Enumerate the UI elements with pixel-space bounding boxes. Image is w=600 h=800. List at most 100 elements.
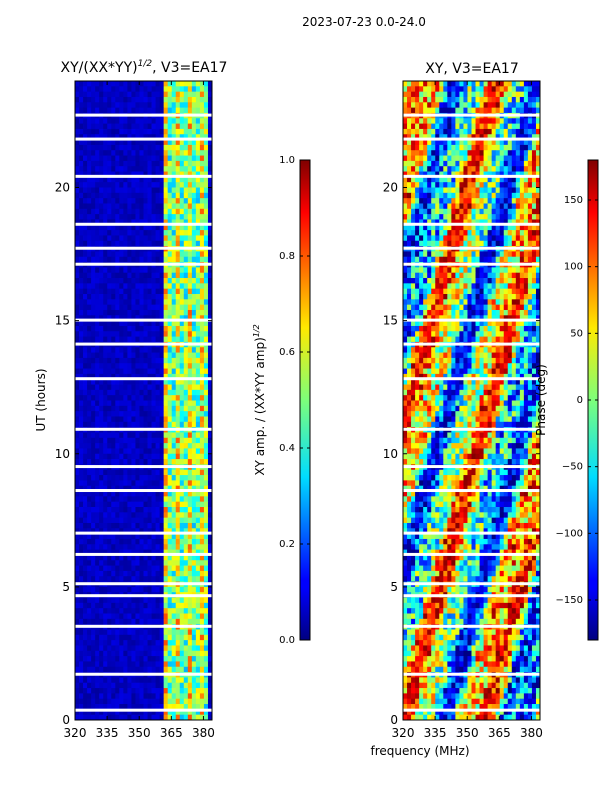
left-heat-cell xyxy=(79,278,84,284)
left-heat-cell xyxy=(95,230,100,236)
left-heat-cell xyxy=(99,91,104,98)
left-heat-cell xyxy=(91,629,96,636)
left-heat-cell xyxy=(127,501,132,508)
left-heat-cell xyxy=(159,714,165,720)
left-heat-cell xyxy=(95,357,100,364)
left-heat-cell xyxy=(159,379,165,385)
right-heat-cell xyxy=(483,144,489,151)
left-heat-cell xyxy=(75,118,80,125)
left-heat-cell xyxy=(147,634,152,641)
left-heat-cell xyxy=(119,331,124,337)
left-heat-cell xyxy=(79,192,84,199)
left-heat-cell xyxy=(75,682,80,689)
left-heat-cell xyxy=(99,155,104,162)
left-heat-cell xyxy=(75,171,80,178)
left-heat-cell xyxy=(135,182,140,188)
left-heat-cell xyxy=(167,459,173,465)
left-heat-cell xyxy=(179,150,185,156)
left-heat-cell xyxy=(199,118,205,125)
left-heat-cell xyxy=(155,395,161,401)
right-heat-cell xyxy=(427,102,432,109)
left-heat-cell xyxy=(191,320,197,327)
right-heat-cell xyxy=(511,155,517,162)
left-heat-cell xyxy=(139,475,144,481)
left-heat-cell xyxy=(199,688,205,694)
left-heat-cell xyxy=(167,325,173,332)
left-heat-cell xyxy=(203,400,209,407)
left-heat-cell xyxy=(203,618,209,625)
left-heat-cell xyxy=(127,102,132,109)
left-heat-cell xyxy=(95,389,100,396)
left-heat-cell xyxy=(183,379,189,385)
left-heat-cell xyxy=(83,134,88,140)
left-heat-cell xyxy=(107,640,112,646)
left-heat-cell xyxy=(191,682,197,689)
left-heat-cell xyxy=(171,560,177,566)
left-heat-cell xyxy=(91,475,96,481)
left-heat-cell xyxy=(119,139,124,146)
right-heat-cell xyxy=(407,214,412,220)
left-heat-cell xyxy=(203,544,209,551)
left-heat-cell xyxy=(167,208,173,215)
right-heat-cell xyxy=(523,182,529,188)
left-heat-cell xyxy=(119,208,124,215)
right-heat-cell xyxy=(431,81,436,87)
left-heat-cell xyxy=(143,118,148,125)
right-heat-cell xyxy=(503,171,509,178)
left-heat-cell xyxy=(171,166,177,172)
left-heat-cell xyxy=(111,214,116,220)
left-heat-cell xyxy=(183,405,189,412)
right-heat-cell xyxy=(419,166,424,172)
left-heat-cell xyxy=(87,576,92,582)
left-heat-cell xyxy=(91,139,96,146)
left-heat-cell xyxy=(167,150,173,156)
left-heat-cell xyxy=(187,645,193,652)
left-heat-cell xyxy=(147,421,152,428)
left-heat-cell xyxy=(139,325,144,332)
right-heat-cell xyxy=(451,150,456,156)
right-heat-cell xyxy=(519,118,525,125)
right-heat-cell xyxy=(531,118,537,125)
left-heat-cell xyxy=(119,517,124,524)
right-heat-cell xyxy=(447,198,452,204)
left-heat-cell xyxy=(143,278,148,284)
left-heat-cell xyxy=(123,294,128,300)
left-heat-cell xyxy=(135,533,140,540)
left-heat-cell xyxy=(91,565,96,572)
left-heat-cell xyxy=(203,459,209,465)
left-heat-cell xyxy=(155,96,161,103)
left-heat-cell xyxy=(187,166,193,172)
left-heat-cell xyxy=(123,469,128,476)
left-heat-cell xyxy=(135,475,140,481)
right-heat-cell xyxy=(523,150,529,156)
left-heat-cell xyxy=(135,416,140,423)
left-heat-cell xyxy=(91,309,96,316)
left-heat-cell xyxy=(183,491,189,497)
left-heat-cell xyxy=(135,656,140,662)
left-heat-cell xyxy=(151,160,156,167)
left-heat-cell xyxy=(103,698,108,705)
left-heat-cell xyxy=(131,693,136,700)
left-heat-cell xyxy=(143,283,148,290)
left-heat-cell xyxy=(83,496,88,503)
left-heat-cell xyxy=(151,480,156,487)
left-gap-line xyxy=(75,552,212,556)
left-heat-cell xyxy=(95,352,100,359)
left-heat-cell xyxy=(107,230,112,236)
left-heat-cell xyxy=(195,570,201,577)
left-heat-cell xyxy=(123,357,128,364)
left-heat-cell xyxy=(199,208,205,215)
left-heat-cell xyxy=(151,688,156,694)
left-heat-cell xyxy=(83,714,88,720)
left-heat-cell xyxy=(179,118,185,125)
left-heat-cell xyxy=(75,688,80,694)
left-heat-cell xyxy=(195,682,201,689)
right-heat-cell xyxy=(471,160,476,167)
left-heat-cell xyxy=(107,538,112,545)
left-heat-cell xyxy=(183,576,189,582)
left-heat-cell xyxy=(91,480,96,487)
left-heat-cell xyxy=(171,198,177,204)
right-heat-cell xyxy=(423,96,428,103)
left-heat-cell xyxy=(99,475,104,481)
left-heat-cell xyxy=(175,187,181,194)
